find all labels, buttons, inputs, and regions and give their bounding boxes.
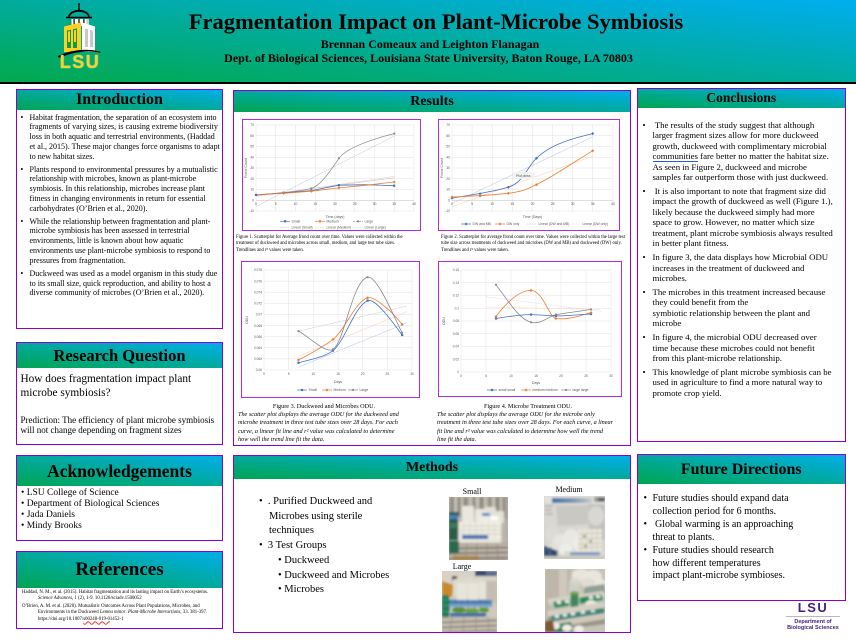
svg-text:0.07: 0.07: [256, 313, 262, 317]
svg-text:Linear (Large): Linear (Large): [365, 226, 386, 230]
svg-text:0.02: 0.02: [453, 357, 459, 361]
svg-text:10: 10: [294, 202, 298, 206]
svg-text:10: 10: [446, 188, 450, 192]
svg-text:Medium: Medium: [334, 388, 346, 392]
svg-text:Time (Days): Time (Days): [523, 215, 542, 219]
svg-text:0.1: 0.1: [455, 306, 460, 310]
svg-text:0.064: 0.064: [254, 346, 262, 350]
svg-text:Small: Small: [292, 220, 301, 224]
svg-text:Time (days): Time (days): [326, 215, 345, 219]
svg-text:Frond Count: Frond Count: [244, 158, 248, 178]
svg-text:small small: small small: [499, 388, 516, 392]
svg-text:0: 0: [263, 372, 265, 376]
svg-text:40: 40: [611, 202, 615, 206]
svg-text:0.066: 0.066: [254, 335, 262, 339]
svg-text:70: 70: [446, 123, 450, 127]
svg-text:Small: Small: [309, 388, 318, 392]
svg-text:5: 5: [485, 374, 487, 378]
svg-text:20: 20: [531, 202, 535, 206]
svg-text:20: 20: [361, 372, 365, 376]
svg-text:40: 40: [250, 155, 254, 159]
svg-text:0: 0: [252, 198, 254, 202]
svg-text:20: 20: [559, 374, 563, 378]
svg-text:0.06: 0.06: [256, 368, 262, 372]
svg-text:20: 20: [446, 177, 450, 181]
svg-text:Medium: Medium: [327, 220, 339, 224]
svg-text:Linear (DW only): Linear (DW only): [583, 222, 608, 226]
svg-text:60: 60: [446, 134, 450, 138]
svg-text:30: 30: [571, 202, 575, 206]
svg-text:Large: Large: [360, 388, 369, 392]
svg-text:0.068: 0.068: [254, 324, 262, 328]
svg-text:10: 10: [490, 202, 494, 206]
svg-text:0.12: 0.12: [453, 294, 459, 298]
svg-text:DW and MB: DW and MB: [473, 222, 492, 226]
svg-text:10: 10: [509, 374, 513, 378]
svg-text:ODU: ODU: [245, 316, 249, 324]
svg-text:-10: -10: [445, 209, 450, 213]
svg-text:25: 25: [353, 202, 357, 206]
svg-text:0: 0: [448, 198, 450, 202]
svg-text:35: 35: [591, 202, 595, 206]
svg-text:Days: Days: [334, 380, 342, 384]
svg-text:Days: Days: [532, 381, 540, 385]
svg-text:10: 10: [312, 372, 316, 376]
svg-text:Large: Large: [365, 220, 374, 224]
svg-text:medium medium: medium medium: [533, 388, 558, 392]
svg-text:40: 40: [446, 155, 450, 159]
svg-text:0.074: 0.074: [254, 290, 262, 294]
svg-text:5: 5: [471, 202, 473, 206]
svg-text:25: 25: [551, 202, 555, 206]
svg-text:0.078: 0.078: [254, 268, 262, 272]
svg-text:large large: large large: [573, 388, 589, 392]
svg-text:30: 30: [250, 166, 254, 170]
svg-text:30: 30: [609, 374, 613, 378]
svg-text:0.062: 0.062: [254, 357, 262, 361]
svg-text:20: 20: [250, 177, 254, 181]
svg-text:25: 25: [386, 372, 390, 376]
svg-text:0: 0: [451, 202, 453, 206]
svg-text:0.04: 0.04: [453, 345, 459, 349]
svg-text:0.08: 0.08: [453, 319, 459, 323]
svg-text:0.076: 0.076: [254, 279, 262, 283]
svg-text:Frond Count: Frond Count: [440, 158, 444, 178]
svg-text:ODU: ODU: [442, 317, 446, 325]
svg-text:5: 5: [275, 202, 277, 206]
svg-text:Linear (Medium): Linear (Medium): [327, 226, 352, 230]
svg-text:50: 50: [250, 145, 254, 149]
svg-text:15: 15: [511, 202, 515, 206]
svg-text:Plot area: Plot area: [516, 174, 530, 178]
svg-text:15: 15: [313, 202, 317, 206]
svg-text:60: 60: [250, 134, 254, 138]
svg-text:0: 0: [255, 202, 257, 206]
svg-text:0: 0: [457, 370, 459, 374]
svg-text:30: 30: [446, 166, 450, 170]
svg-text:-10: -10: [249, 209, 254, 213]
svg-text:30: 30: [373, 202, 377, 206]
svg-text:25: 25: [584, 374, 588, 378]
svg-text:0.14: 0.14: [453, 281, 459, 285]
svg-text:20: 20: [333, 202, 337, 206]
svg-text:Linear (Small): Linear (Small): [292, 226, 313, 230]
svg-text:0.06: 0.06: [453, 332, 459, 336]
svg-text:30: 30: [410, 372, 414, 376]
svg-text:5: 5: [288, 372, 290, 376]
svg-text:35: 35: [392, 202, 396, 206]
svg-text:10: 10: [250, 188, 254, 192]
svg-text:0.16: 0.16: [453, 268, 459, 272]
svg-text:0.072: 0.072: [254, 302, 262, 306]
svg-text:DW only: DW only: [507, 222, 520, 226]
svg-text:15: 15: [336, 372, 340, 376]
svg-text:15: 15: [534, 374, 538, 378]
svg-text:0: 0: [460, 374, 462, 378]
svg-text:70: 70: [250, 123, 254, 127]
svg-text:Linear (DW and MB): Linear (DW and MB): [539, 222, 570, 226]
svg-text:50: 50: [446, 145, 450, 149]
svg-text:40: 40: [412, 202, 416, 206]
